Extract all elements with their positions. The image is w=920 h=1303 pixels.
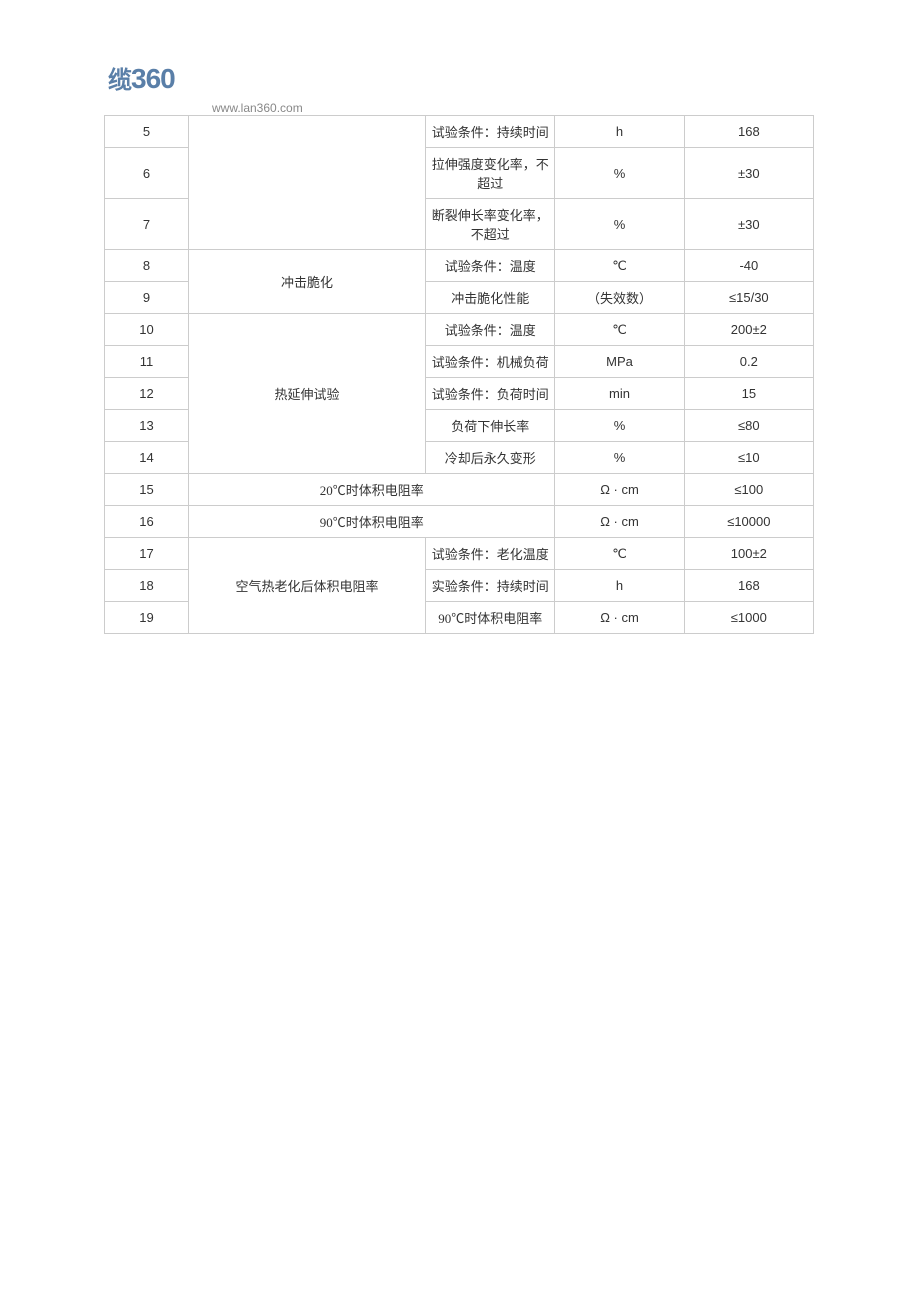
cell-item: 试验条件：负荷时间: [426, 378, 555, 410]
cell-value: ≤15/30: [684, 282, 813, 314]
cell-value: ±30: [684, 148, 813, 199]
cell-idx: 15: [105, 474, 189, 506]
cell-item: 断裂伸长率变化率，不超过: [426, 199, 555, 250]
cell-unit: ℃: [555, 314, 684, 346]
table-row: 17 空气热老化后体积电阻率 试验条件：老化温度 ℃ 100±2: [105, 538, 814, 570]
logo-number: 360: [131, 63, 175, 94]
cell-item: 拉伸强度变化率，不超过: [426, 148, 555, 199]
cell-unit: MPa: [555, 346, 684, 378]
cell-value: ≤10000: [684, 506, 813, 538]
site-logo: 缆360: [108, 60, 175, 95]
cell-idx: 5: [105, 116, 189, 148]
cell-unit: %: [555, 148, 684, 199]
cell-item: 冷却后永久变形: [426, 442, 555, 474]
cell-item: 90℃时体积电阻率: [426, 602, 555, 634]
cell-idx: 11: [105, 346, 189, 378]
table-row: 5 试验条件：持续时间 h 168: [105, 116, 814, 148]
cell-group: [189, 116, 426, 250]
cell-idx: 7: [105, 199, 189, 250]
cell-idx: 9: [105, 282, 189, 314]
cell-item: 试验条件：老化温度: [426, 538, 555, 570]
cell-unit: （失效数）: [555, 282, 684, 314]
table-row: 15 20℃时体积电阻率 Ω · cm ≤100: [105, 474, 814, 506]
cell-item: 实验条件：持续时间: [426, 570, 555, 602]
table-row: 16 90℃时体积电阻率 Ω · cm ≤10000: [105, 506, 814, 538]
cell-idx: 18: [105, 570, 189, 602]
table-row: 10 热延伸试验 试验条件：温度 ℃ 200±2: [105, 314, 814, 346]
logo-cn: 缆: [108, 67, 131, 94]
cell-unit: Ω · cm: [555, 602, 684, 634]
cell-item: 试验条件：持续时间: [426, 116, 555, 148]
cell-value: ≤10: [684, 442, 813, 474]
cell-idx: 14: [105, 442, 189, 474]
cell-value: 200±2: [684, 314, 813, 346]
cell-unit: Ω · cm: [555, 506, 684, 538]
cell-idx: 17: [105, 538, 189, 570]
cell-item-wide: 20℃时体积电阻率: [189, 474, 555, 506]
cell-unit: %: [555, 199, 684, 250]
cell-item: 试验条件：温度: [426, 314, 555, 346]
cell-value: ≤100: [684, 474, 813, 506]
cell-value: 100±2: [684, 538, 813, 570]
cell-group: 冲击脆化: [189, 250, 426, 314]
table-row: 8 冲击脆化 试验条件：温度 ℃ -40: [105, 250, 814, 282]
cell-unit: Ω · cm: [555, 474, 684, 506]
cell-unit: ℃: [555, 538, 684, 570]
logo-area: 缆360: [108, 60, 820, 95]
cell-idx: 10: [105, 314, 189, 346]
cell-item-wide: 90℃时体积电阻率: [189, 506, 555, 538]
cell-idx: 13: [105, 410, 189, 442]
cell-idx: 8: [105, 250, 189, 282]
cell-idx: 19: [105, 602, 189, 634]
cell-group: 热延伸试验: [189, 314, 426, 474]
cell-unit: min: [555, 378, 684, 410]
cell-value: ±30: [684, 199, 813, 250]
cell-value: 0.2: [684, 346, 813, 378]
cell-idx: 16: [105, 506, 189, 538]
cell-unit: %: [555, 410, 684, 442]
cell-item: 试验条件：温度: [426, 250, 555, 282]
cell-item: 冲击脆化性能: [426, 282, 555, 314]
cell-value: -40: [684, 250, 813, 282]
cell-item: 试验条件：机械负荷: [426, 346, 555, 378]
cell-value: ≤1000: [684, 602, 813, 634]
cell-value: 15: [684, 378, 813, 410]
cell-item: 负荷下伸长率: [426, 410, 555, 442]
cell-group: 空气热老化后体积电阻率: [189, 538, 426, 634]
cell-unit: h: [555, 570, 684, 602]
cell-value: 168: [684, 116, 813, 148]
cell-unit: ℃: [555, 250, 684, 282]
cell-unit: h: [555, 116, 684, 148]
cell-idx: 6: [105, 148, 189, 199]
cell-unit: %: [555, 442, 684, 474]
cell-value: 168: [684, 570, 813, 602]
cell-value: ≤80: [684, 410, 813, 442]
page-container: 缆360 www.lan360.com 5 试验条件：持续时间 h 168 6 …: [0, 0, 920, 674]
site-url: www.lan360.com: [212, 101, 820, 115]
cell-idx: 12: [105, 378, 189, 410]
spec-table: 5 试验条件：持续时间 h 168 6 拉伸强度变化率，不超过 % ±30 7 …: [104, 115, 814, 634]
